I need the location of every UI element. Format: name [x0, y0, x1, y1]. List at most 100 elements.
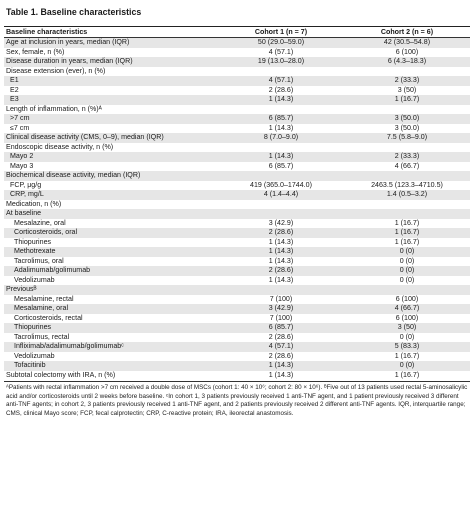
cohort-2-value: 0 (0) [399, 275, 415, 284]
cohort-2-value: 0 (0) [344, 247, 470, 257]
row-label: E1 [4, 76, 218, 86]
cohort-2-value: 6 (100) [395, 47, 419, 56]
cohort-2-value: 5 (83.3) [344, 342, 470, 352]
cohort-2-value [344, 285, 470, 295]
cohort-2-value: 7.5 (5.8–9.0) [344, 133, 470, 143]
cohort-2-value: 3 (50.0) [344, 114, 470, 124]
table-title: Table 1. Baseline characteristics [4, 0, 470, 27]
row-label: At baseline [4, 209, 218, 219]
header-cohort-1: Cohort 1 (n = 7) [218, 27, 344, 38]
row-label: Mesalazine, oral [14, 218, 66, 227]
row-label: Thiopurines [4, 323, 218, 333]
table-header-row: Baseline characteristics Cohort 1 (n = 7… [4, 27, 470, 38]
cohort-1-value [218, 200, 344, 210]
row-label: Mesalamine, rectal [14, 294, 74, 303]
cohort-1-value [218, 285, 344, 295]
cohort-1-value: 2 (28.6) [268, 332, 294, 341]
table-row: Infliximab/adalimumab/golimumabᶜ 4 (57.1)… [4, 342, 470, 352]
cohort-2-value: 1 (16.7) [394, 218, 420, 227]
table-row: Disease duration in years, median (IQR) 1… [4, 57, 470, 67]
cohort-1-value: 1 (14.3) [218, 152, 344, 162]
cohort-1-value: 1 (14.3) [218, 247, 344, 257]
table-row: FCP, μg/g 419 (365.0–1744.0) 2463.5 (123.3… [4, 181, 470, 191]
row-label: E3 [4, 95, 218, 105]
table-row: E2 2 (28.6) 3 (50) [4, 86, 470, 96]
row-label: Adalimumab/golimumab [4, 266, 218, 276]
cohort-1-value: 1 (14.3) [268, 237, 294, 246]
row-label: E2 [10, 85, 19, 94]
cohort-1-value: 50 (29.0–59.0) [218, 37, 344, 48]
cohort-1-value: 7 (100) [269, 313, 293, 322]
row-label: Infliximab/adalimumab/golimumabᶜ [4, 342, 218, 352]
row-label: Corticosteroids, oral [4, 228, 218, 238]
cohort-1-value: 1 (14.3) [268, 256, 294, 265]
row-label: Endoscopic disease activity, n (%) [6, 142, 114, 151]
cohort-2-value [344, 209, 470, 219]
table-row: Medication, n (%) [4, 200, 470, 210]
cohort-1-value: 1 (14.3) [218, 95, 344, 105]
cohort-2-value: 1 (16.7) [344, 95, 470, 105]
row-label: Mayo 2 [4, 152, 218, 162]
cohort-1-value [218, 209, 344, 219]
table-row: CRP, mg/L 4 (1.4–4.4) 1.4 (0.5–3.2) [4, 190, 470, 200]
table-footnote: ᴬPatients with rectal inflammation >7 cm… [4, 381, 470, 418]
cohort-1-value: 1 (14.3) [268, 123, 294, 132]
cohort-2-value: 6 (4.3–18.3) [344, 57, 470, 67]
cohort-2-value: 2463.5 (123.3–4710.5) [371, 180, 443, 189]
header-characteristics: Baseline characteristics [4, 27, 218, 38]
row-label: Tofacitinib [4, 361, 218, 371]
header-cohort-2: Cohort 2 (n = 6) [344, 27, 470, 38]
cohort-2-value: 1 (16.7) [394, 237, 420, 246]
cohort-2-value [344, 143, 470, 153]
cohort-1-value: 3 (42.9) [218, 304, 344, 314]
cohort-1-value: 8 (7.0–9.0) [218, 133, 344, 143]
cohort-1-value: 6 (85.7) [268, 161, 294, 170]
row-label: Sex, female, n (%) [6, 47, 65, 56]
row-label: Subtotal colectomy with IRA, n (%) [6, 370, 116, 379]
cohort-1-value: 7 (100) [269, 294, 293, 303]
cohort-1-value: 19 (13.0–28.0) [218, 57, 344, 67]
table-row: At baseline [4, 209, 470, 219]
table-row: Mesalamine, rectal 7 (100) 6 (100) [4, 295, 470, 305]
row-label: Disease extension (ever), n (%) [6, 66, 106, 75]
row-label: Thiopurines [14, 237, 52, 246]
row-label: FCP, μg/g [10, 180, 42, 189]
cohort-1-value: 4 (57.1) [268, 47, 294, 56]
cohort-1-value: 2 (28.6) [218, 228, 344, 238]
table-row: Tacrolimus, oral 1 (14.3) 0 (0) [4, 257, 470, 267]
table-row: Mesalamine, oral 3 (42.9) 4 (66.7) [4, 304, 470, 314]
cohort-2-value: 42 (30.5–54.8) [344, 37, 470, 48]
cohort-1-value: 6 (85.7) [218, 114, 344, 124]
table-row: Methotrexate 1 (14.3) 0 (0) [4, 247, 470, 257]
baseline-table: Baseline characteristics Cohort 1 (n = 7… [4, 27, 470, 380]
table-row: Vedolizumab 2 (28.6) 1 (16.7) [4, 352, 470, 362]
cohort-2-value: 4 (66.7) [344, 304, 470, 314]
cohort-2-value: 1 (16.7) [344, 228, 470, 238]
cohort-2-value: 0 (0) [344, 266, 470, 276]
row-label: Clinical disease activity (CMS, 0–9), me… [4, 133, 218, 143]
table-row: E3 1 (14.3) 1 (16.7) [4, 95, 470, 105]
cohort-2-value [344, 67, 470, 77]
cohort-2-value: 4 (66.7) [394, 161, 420, 170]
table-row: Subtotal colectomy with IRA, n (%) 1 (14.… [4, 371, 470, 381]
cohort-1-value: 4 (57.1) [218, 76, 344, 86]
row-label: Biochemical disease activity, median (IQ… [4, 171, 218, 181]
table-row: Thiopurines 6 (85.7) 3 (50) [4, 323, 470, 333]
row-label: Disease duration in years, median (IQR) [4, 57, 218, 67]
table-row: >7 cm 6 (85.7) 3 (50.0) [4, 114, 470, 124]
row-label: Length of inflammation, n (%)ᴬ [6, 104, 102, 113]
row-label: >7 cm [4, 114, 218, 124]
cohort-2-value [344, 105, 470, 115]
table-row: Vedolizumab 1 (14.3) 0 (0) [4, 276, 470, 286]
table-row: Mesalazine, oral 3 (42.9) 1 (16.7) [4, 219, 470, 229]
cohort-2-value: 1.4 (0.5–3.2) [344, 190, 470, 200]
cohort-1-value [218, 67, 344, 77]
table-row: Adalimumab/golimumab 2 (28.6) 0 (0) [4, 266, 470, 276]
cohort-2-value: 6 (100) [395, 294, 419, 303]
table-row: Sex, female, n (%) 4 (57.1) 6 (100) [4, 48, 470, 58]
row-label: Previousᴮ [4, 285, 218, 295]
table-row: Tofacitinib 1 (14.3) 0 (0) [4, 361, 470, 371]
table-row: Disease extension (ever), n (%) [4, 67, 470, 77]
